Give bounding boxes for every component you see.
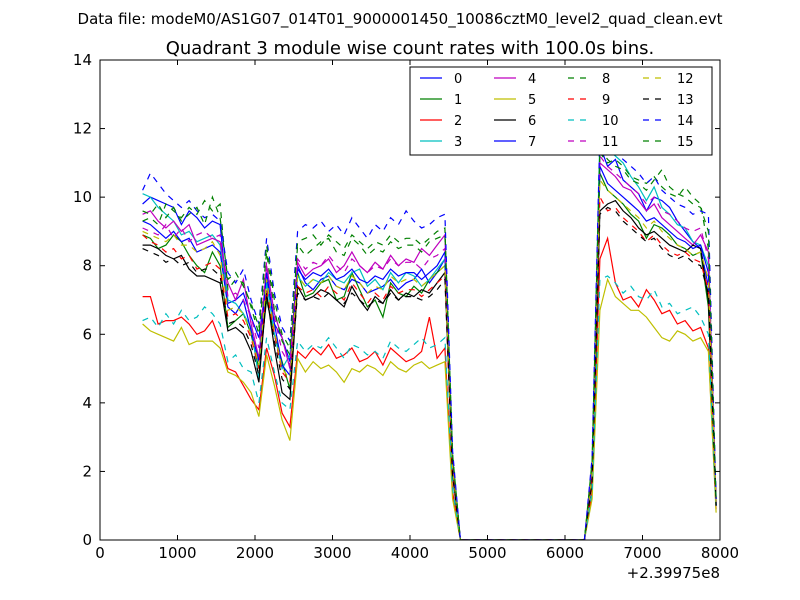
y-tick-label: 4 bbox=[82, 394, 92, 412]
series-4-line bbox=[142, 161, 717, 540]
series-6-line bbox=[142, 199, 717, 540]
chart-title: Quadrant 3 module wise count rates with … bbox=[166, 38, 655, 59]
series-13-line bbox=[142, 206, 717, 540]
legend-label-2: 2 bbox=[454, 114, 462, 129]
legend-label-9: 9 bbox=[602, 93, 610, 108]
legend-label-12: 12 bbox=[677, 72, 694, 87]
legend-label-7: 7 bbox=[528, 135, 536, 150]
legend-label-6: 6 bbox=[528, 114, 536, 129]
figure-suptitle: Data file: modeM0/AS1G07_014T01_90000014… bbox=[78, 10, 723, 29]
x-tick-label: 8000 bbox=[701, 544, 739, 562]
legend-label-10: 10 bbox=[602, 114, 619, 129]
series-3-line bbox=[142, 133, 717, 540]
x-tick-label: 2000 bbox=[236, 544, 274, 562]
series-9-line bbox=[142, 194, 717, 540]
legend-label-0: 0 bbox=[454, 72, 462, 87]
x-tick-label: 7000 bbox=[623, 544, 661, 562]
y-tick-label: 10 bbox=[73, 188, 92, 206]
x-tick-label: 0 bbox=[95, 544, 105, 562]
x-tick-label: 1000 bbox=[158, 544, 196, 562]
legend-label-4: 4 bbox=[528, 72, 536, 87]
series-11-line bbox=[142, 154, 717, 540]
legend-frame bbox=[409, 66, 713, 156]
y-tick-label: 0 bbox=[82, 531, 92, 549]
series-12-line bbox=[142, 178, 717, 540]
y-tick-label: 6 bbox=[82, 325, 92, 343]
x-tick-label: 5000 bbox=[468, 544, 506, 562]
legend-label-5: 5 bbox=[528, 93, 536, 108]
legend-label-13: 13 bbox=[677, 93, 694, 108]
series-15-line bbox=[142, 147, 717, 540]
series-14-line bbox=[142, 129, 717, 540]
series-1-line bbox=[142, 172, 717, 540]
series-0-line bbox=[142, 145, 717, 540]
series-7-line bbox=[142, 166, 717, 540]
series-8-line bbox=[142, 150, 717, 540]
x-offset-text: +2.39975e8 bbox=[627, 564, 720, 582]
legend-label-1: 1 bbox=[454, 93, 462, 108]
y-tick-label: 14 bbox=[73, 51, 92, 69]
axes: 0 1000 2000 3000 4000 5000 6000 7000 80000246810… bbox=[73, 51, 739, 562]
series-10-line bbox=[142, 275, 717, 540]
legend-label-8: 8 bbox=[602, 72, 610, 87]
series-2-line bbox=[142, 236, 717, 540]
x-tick-label: 6000 bbox=[546, 544, 584, 562]
y-tick-label: 8 bbox=[82, 257, 92, 275]
series-5-line bbox=[142, 277, 717, 540]
legend-label-3: 3 bbox=[454, 135, 462, 150]
legend-label-15: 15 bbox=[677, 135, 694, 150]
x-tick-label: 3000 bbox=[313, 544, 351, 562]
y-tick-label: 2 bbox=[82, 462, 92, 480]
series-layer bbox=[142, 129, 717, 540]
legend-label-11: 11 bbox=[602, 135, 619, 150]
plot-frame bbox=[99, 59, 721, 541]
x-tick-label: 4000 bbox=[391, 544, 429, 562]
legend-label-14: 14 bbox=[677, 114, 694, 129]
y-tick-label: 12 bbox=[73, 120, 92, 138]
